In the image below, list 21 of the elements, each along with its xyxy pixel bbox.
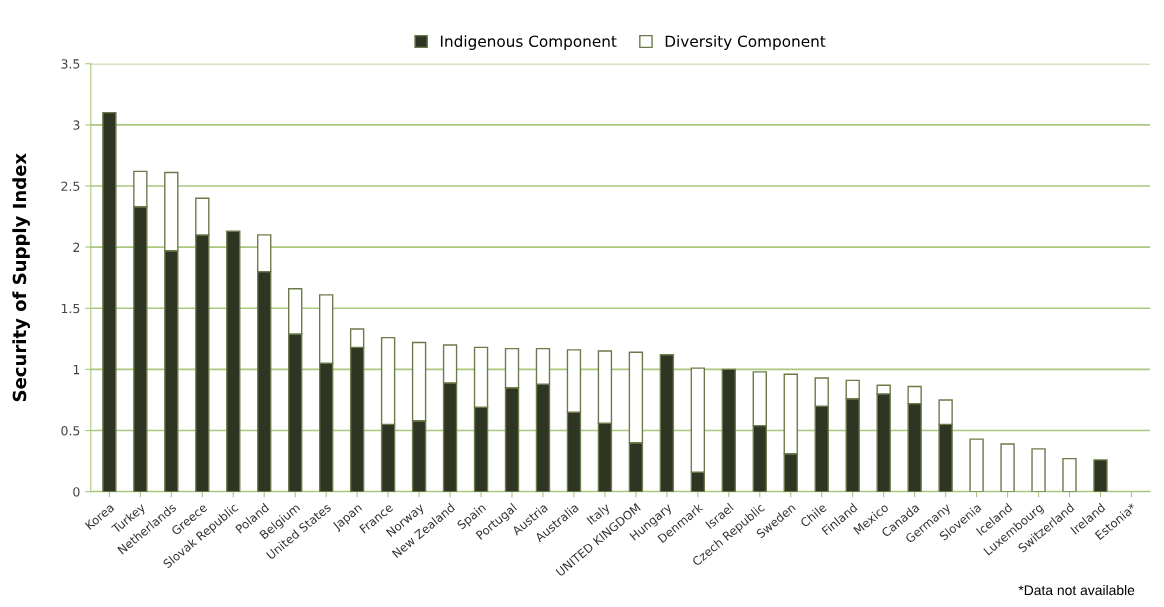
bar [226,230,241,492]
bar [1031,448,1046,492]
text: *Data not available [1018,584,1135,596]
y-tick-label: 0.5 [61,426,80,436]
y-tick-label: 2.5 [61,181,80,191]
bar [1000,443,1015,492]
bar [721,368,737,492]
y-tick-label: 2 [73,242,80,252]
y-tick-label: 3 [73,120,80,130]
bar [1062,457,1077,492]
bar [659,354,675,492]
y-tick-label: 0 [73,487,80,497]
y-axis-title: Security of Supply Index [12,153,30,402]
bar [1093,459,1108,492]
y-tick-label: 1 [73,365,80,375]
y-tick-label: 3.5 [61,59,80,69]
legend-label: Diversity Component [665,35,826,50]
bar [969,438,984,492]
bar [102,111,117,492]
y-tick-label: 1.5 [61,303,80,314]
legend-label: Indigenous Component [440,35,617,50]
